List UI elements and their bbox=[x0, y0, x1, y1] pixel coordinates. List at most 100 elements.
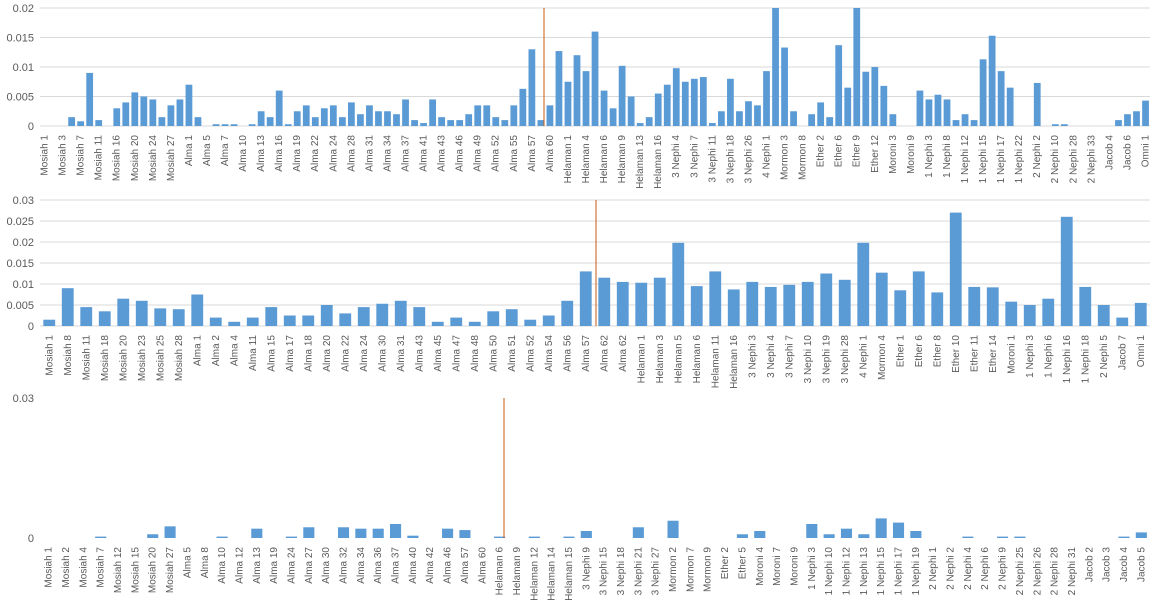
bar bbox=[524, 319, 537, 326]
x-tick-label: Alma 13 bbox=[256, 135, 267, 172]
x-tick-label: Alma 41 bbox=[419, 135, 430, 172]
x-tick-label: Mosiah 15 bbox=[130, 547, 141, 594]
y-tick-label: 0.02 bbox=[13, 237, 34, 249]
bar bbox=[582, 71, 590, 126]
bar bbox=[338, 117, 346, 126]
bar bbox=[772, 8, 779, 126]
bar bbox=[122, 102, 130, 126]
x-tick-label: Helaman 4 bbox=[581, 135, 592, 184]
x-tick-label: 1 Nephi 19 bbox=[911, 547, 922, 596]
bar bbox=[384, 111, 391, 126]
x-tick-label: 3 Nephi 28 bbox=[840, 335, 851, 384]
y-tick-label: 0.005 bbox=[6, 92, 34, 104]
bar bbox=[216, 536, 228, 538]
x-tick-label: Mosiah 24 bbox=[148, 135, 159, 182]
x-tick-label: 2 Nephi 28 bbox=[1050, 547, 1061, 596]
bar bbox=[492, 117, 500, 126]
bar bbox=[194, 117, 202, 126]
bar bbox=[413, 307, 426, 326]
bar bbox=[880, 85, 888, 126]
bar bbox=[450, 317, 463, 326]
x-tick-label: Mosiah 20 bbox=[148, 547, 159, 594]
bar bbox=[275, 90, 283, 126]
x-tick-label: 1 Nephi 16 bbox=[1062, 335, 1073, 384]
x-tick-label: 3 Nephi 7 bbox=[784, 335, 795, 378]
bar bbox=[135, 300, 148, 326]
bar bbox=[727, 289, 740, 326]
bar bbox=[501, 120, 509, 126]
bar bbox=[609, 108, 617, 126]
x-tick-label: Ether 10 bbox=[951, 335, 962, 373]
x-tick-label: Alma 17 bbox=[285, 335, 296, 372]
y-tick-label: 0.01 bbox=[13, 279, 34, 291]
x-tick-label: Alma 40 bbox=[408, 547, 419, 584]
bar bbox=[875, 272, 888, 326]
bar bbox=[212, 124, 220, 126]
bar bbox=[266, 117, 274, 126]
bar bbox=[1006, 87, 1014, 126]
bar bbox=[745, 101, 752, 126]
x-tick-label: 2 Nephi 26 bbox=[1032, 547, 1043, 596]
x-tick-label: Helaman 6 bbox=[599, 135, 610, 184]
bar bbox=[826, 117, 834, 126]
x-tick-label: Helaman 9 bbox=[512, 547, 523, 596]
x-tick-label: Alma 42 bbox=[425, 547, 436, 584]
bar bbox=[912, 271, 925, 326]
x-tick-label: 1 Nephi 12 bbox=[960, 135, 971, 184]
x-tick-label: Alma 7 bbox=[220, 135, 231, 167]
x-tick-label: 2 Nephi 10 bbox=[1050, 135, 1061, 184]
bar bbox=[468, 321, 481, 326]
bar bbox=[736, 111, 743, 126]
x-tick-label: Alma 57 bbox=[581, 335, 592, 372]
x-tick-label: Ether 2 bbox=[816, 135, 827, 168]
x-tick-label: Alma 57 bbox=[460, 547, 471, 584]
x-tick-label: Helaman 1 bbox=[563, 135, 574, 184]
bar bbox=[598, 277, 611, 326]
bar bbox=[228, 321, 241, 326]
x-tick-label: 3 Nephi 11 bbox=[707, 135, 718, 183]
x-tick-label: 1 Nephi 3 bbox=[807, 547, 818, 590]
x-tick-label: 2 Nephi 31 bbox=[1067, 547, 1078, 596]
bar bbox=[131, 92, 139, 126]
bar bbox=[61, 288, 74, 326]
x-tick-label: Alma 43 bbox=[414, 335, 425, 372]
x-tick-label: 3 Nephi 4 bbox=[766, 335, 777, 378]
bar bbox=[667, 520, 679, 538]
bar bbox=[1135, 532, 1147, 538]
bar bbox=[573, 55, 581, 127]
bar bbox=[429, 99, 436, 126]
bar bbox=[718, 111, 725, 126]
bar bbox=[164, 526, 176, 538]
bar bbox=[746, 281, 759, 326]
x-tick-label: Alma 57 bbox=[527, 135, 538, 172]
x-tick-label: Alma 31 bbox=[364, 135, 375, 172]
bar bbox=[970, 120, 978, 126]
x-tick-label: 2 Nephi 2 bbox=[1032, 135, 1043, 178]
bar bbox=[1060, 124, 1068, 126]
bar bbox=[1005, 301, 1018, 326]
bar bbox=[140, 96, 148, 126]
bar bbox=[853, 8, 861, 126]
x-tick-label: Alma 52 bbox=[525, 335, 536, 372]
x-tick-label: 1 Nephi 8 bbox=[942, 135, 953, 178]
bar bbox=[98, 311, 111, 326]
bar bbox=[474, 105, 482, 126]
x-tick-label: Alma 62 bbox=[599, 335, 610, 372]
x-tick-label: 3 Nephi 4 bbox=[671, 135, 682, 178]
bar bbox=[167, 105, 175, 126]
bar bbox=[1051, 124, 1059, 126]
bar bbox=[858, 534, 870, 538]
bar bbox=[147, 534, 159, 538]
x-tick-label: 1 Nephi 15 bbox=[978, 135, 989, 184]
x-tick-label: Alma 10 bbox=[217, 547, 228, 584]
bar bbox=[555, 51, 563, 126]
bar bbox=[95, 536, 107, 538]
x-tick-label: Mosiah 16 bbox=[112, 135, 123, 182]
bar bbox=[563, 536, 575, 538]
bar bbox=[961, 114, 969, 126]
x-tick-label: Alma 19 bbox=[292, 135, 303, 172]
bar bbox=[348, 102, 355, 126]
bar bbox=[783, 284, 796, 326]
bar bbox=[1097, 305, 1110, 326]
x-tick-label: Alma 19 bbox=[269, 547, 280, 584]
